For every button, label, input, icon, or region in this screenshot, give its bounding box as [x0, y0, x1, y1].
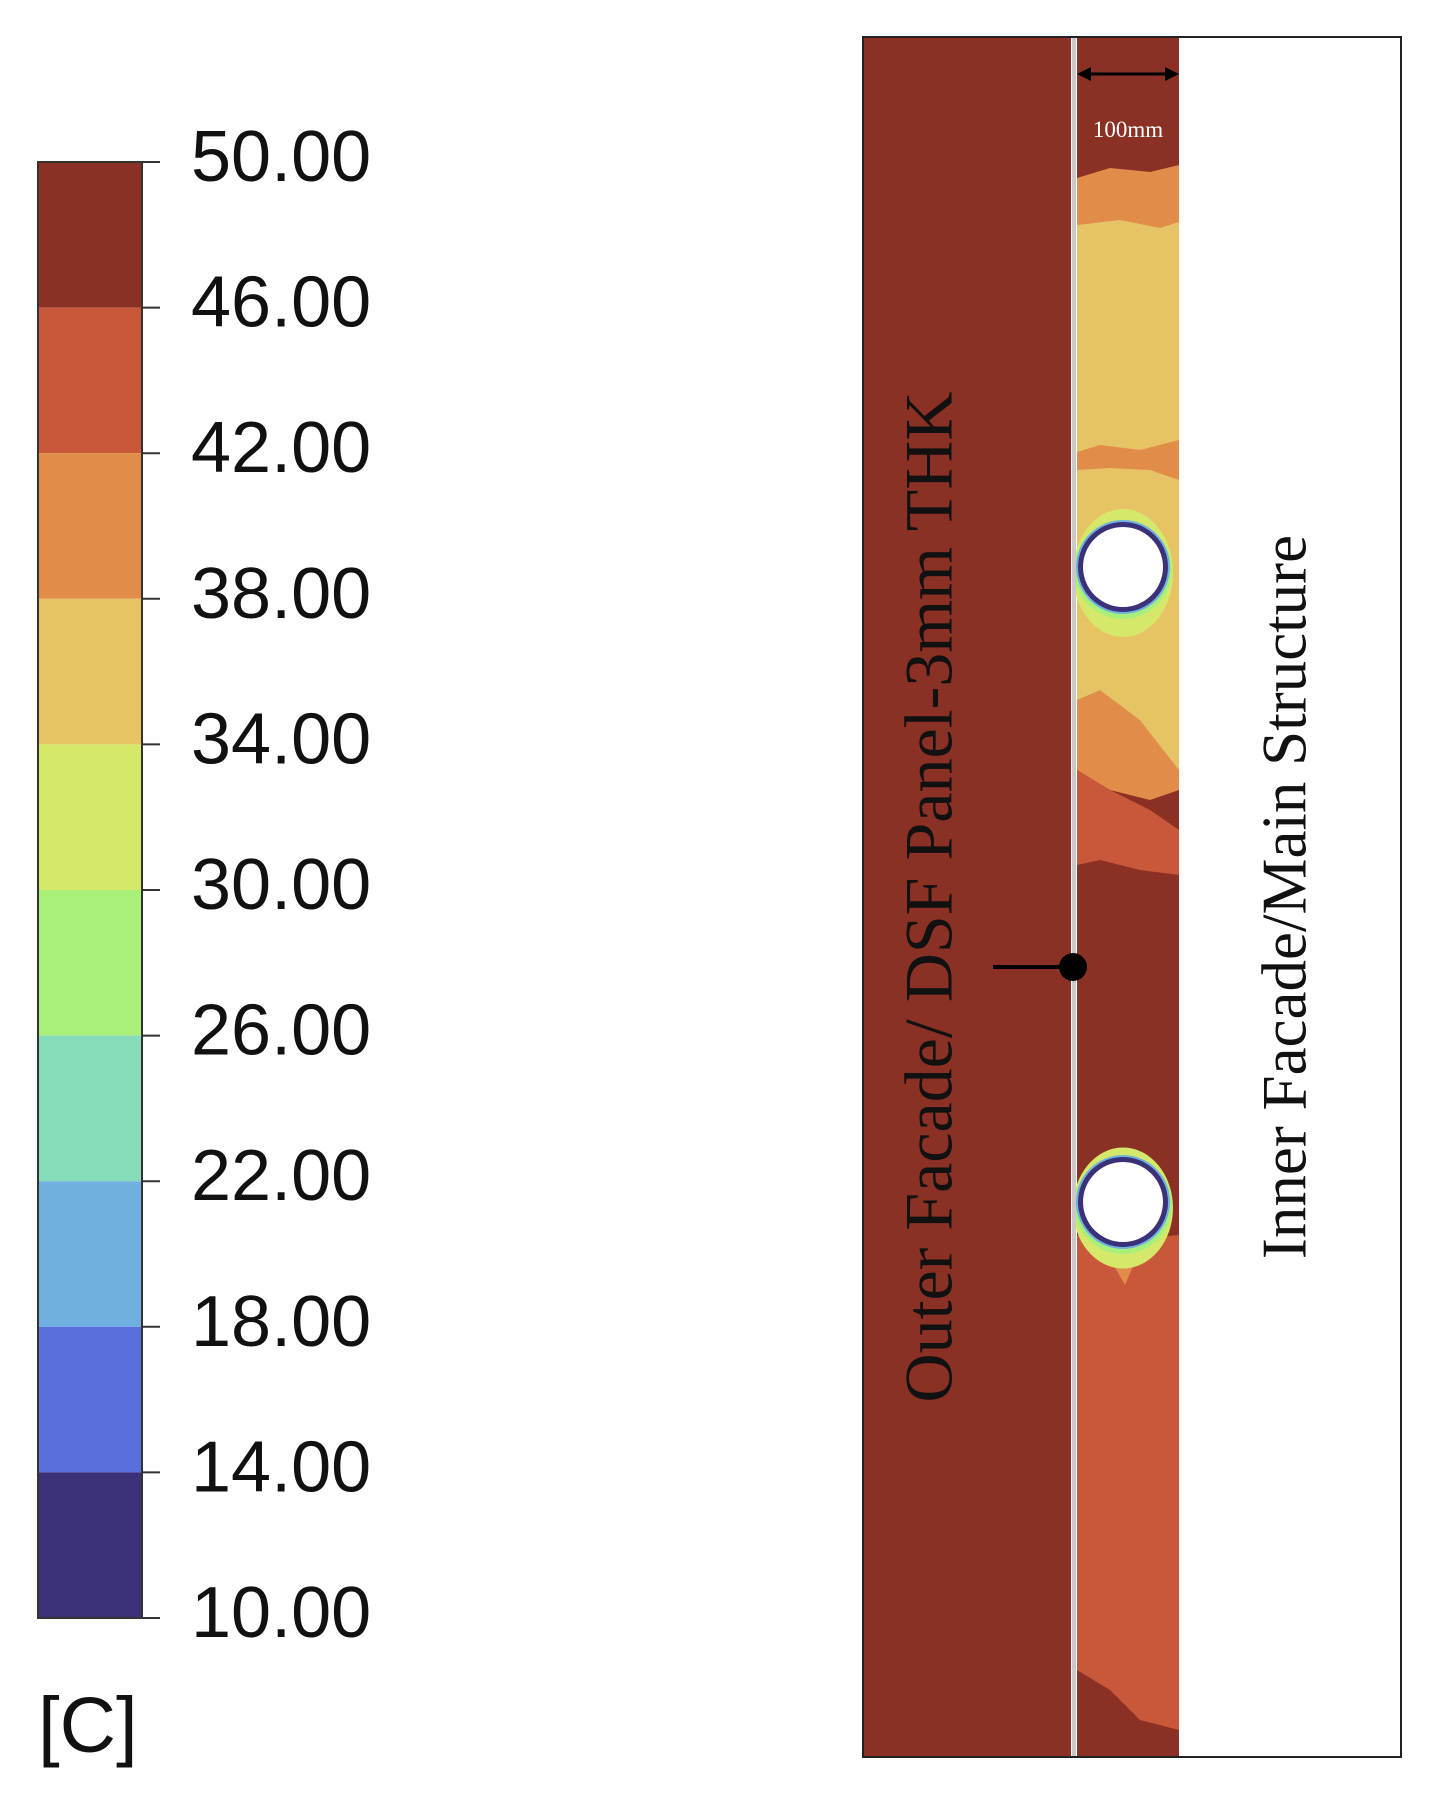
tick-label: 42.00: [191, 408, 371, 488]
marker-dot: [1059, 953, 1087, 981]
contour-region: [1077, 770, 1179, 875]
arrow-head: [1165, 67, 1179, 81]
inner-label: Inner Facade/Main Structure: [1249, 535, 1319, 1259]
tick-label: 30.00: [191, 845, 371, 925]
tick-label: 50.00: [191, 117, 371, 197]
tick-label: 34.00: [191, 699, 371, 779]
tick-label: 22.00: [191, 1136, 371, 1216]
outer-label: Outer Facade/ DSF Panel-3mm THK: [891, 391, 967, 1402]
tick-label: 18.00: [191, 1282, 371, 1362]
dimension-label: 100mm: [1093, 117, 1163, 142]
hole: [1083, 527, 1163, 607]
inner-area: [1179, 37, 1401, 1757]
arrow-head: [1077, 67, 1091, 81]
color-band: [38, 453, 142, 599]
tick-label: 14.00: [191, 1427, 371, 1507]
tick-label: 26.00: [191, 991, 371, 1071]
hole: [1083, 1162, 1163, 1242]
color-band: [38, 1472, 142, 1618]
unit-label: [C]: [38, 1681, 138, 1769]
outer-panel: [863, 37, 1071, 1757]
color-band: [38, 890, 142, 1036]
color-band: [38, 162, 142, 308]
color-band: [38, 1326, 142, 1473]
color-band: [38, 1035, 142, 1182]
field-frame: [862, 36, 1402, 1758]
contour-region: [1077, 1235, 1179, 1730]
tick-label: 38.00: [191, 554, 371, 634]
tick-label: 46.00: [191, 263, 371, 343]
color-band: [38, 1181, 142, 1327]
color-band: [38, 744, 142, 890]
tick-label: 10.00: [191, 1573, 371, 1653]
color-band: [38, 307, 142, 454]
color-band: [38, 598, 142, 745]
